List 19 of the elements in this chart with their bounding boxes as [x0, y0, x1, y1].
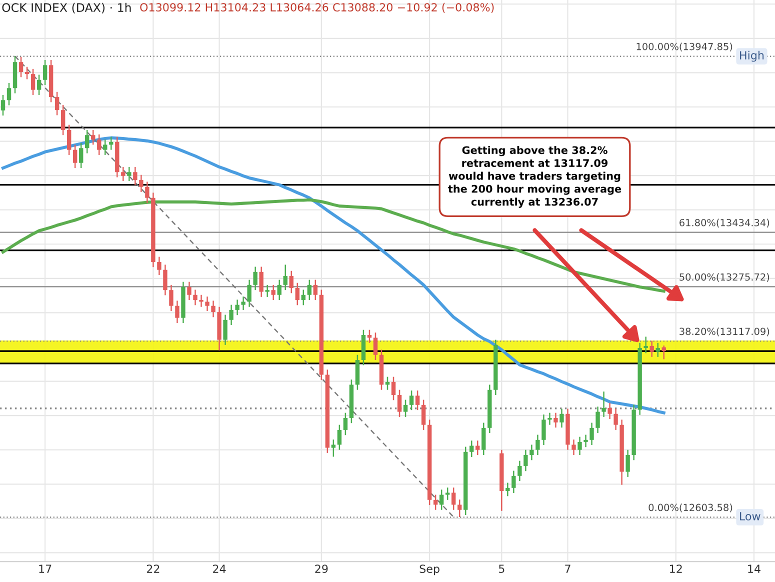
ref-line-label: 100.00%(13947.85) [636, 42, 732, 52]
annotation: Low [740, 512, 760, 520]
annotation: Getting above the 38.2% retracement at 13117.09 would have traders targeting the 200 hour moving average currently at 13236.07 [448, 146, 622, 208]
x-tick-label: 17 [39, 564, 52, 573]
ref-line-label: 38.20%(13117.09) [680, 328, 770, 336]
annotation: High [740, 50, 764, 62]
ref-line-label: 61.80%(13434.34) [680, 218, 770, 228]
x-tick-label: Sep [420, 564, 440, 576]
x-tick-label: 14 [748, 564, 760, 573]
x-tick-label: 7 [565, 564, 570, 573]
ref-line-label: 50.00%(13275.72) [680, 273, 770, 282]
x-tick-label: 24 [213, 564, 226, 573]
chart-title: OCK INDEX (DAX) · 1h [2, 2, 131, 14]
x-tick-label: 5 [498, 564, 504, 574]
x-tick-label: 12 [670, 564, 682, 573]
x-tick-label: 29 [315, 564, 328, 574]
x-tick-label: 22 [146, 564, 160, 573]
chart-subtitle: O13099.12 H13104.23 L13064.26 C13088.20 −10.92 (−0.08%) [140, 2, 494, 13]
ref-line-label: 0.00%(12603.58) [648, 504, 732, 512]
